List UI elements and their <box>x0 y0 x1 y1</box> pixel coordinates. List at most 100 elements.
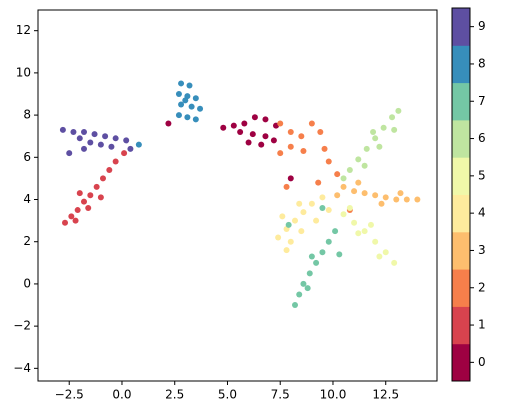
y-tick-label: 4 <box>23 192 31 206</box>
point <box>291 302 298 309</box>
point <box>315 179 322 186</box>
colorbar-swatch <box>452 157 470 195</box>
point <box>178 101 185 108</box>
point <box>361 190 368 197</box>
point <box>372 135 379 142</box>
point <box>370 128 377 135</box>
point <box>270 137 277 144</box>
x-tick-label: 0.0 <box>112 388 131 402</box>
point <box>112 135 119 142</box>
point <box>93 183 100 190</box>
point <box>287 175 294 182</box>
point <box>175 112 182 119</box>
colorbar-label: 8 <box>478 56 486 70</box>
colorbar-swatch <box>452 343 470 382</box>
point <box>313 259 320 266</box>
point <box>59 126 66 133</box>
point <box>308 120 315 127</box>
point <box>361 162 368 169</box>
x-tick-label: 2.5 <box>165 388 184 402</box>
point <box>287 143 294 150</box>
point <box>403 196 410 203</box>
point <box>262 116 269 123</box>
y-tick-label: 12 <box>16 23 31 37</box>
point <box>397 190 404 197</box>
point <box>317 128 324 135</box>
point <box>306 270 313 277</box>
point <box>186 82 193 89</box>
point <box>188 103 195 110</box>
point <box>340 175 347 182</box>
point <box>237 128 244 135</box>
colorbar-swatch <box>452 45 470 84</box>
point <box>135 141 142 148</box>
colorbar-label: 4 <box>478 206 486 220</box>
point <box>351 219 358 226</box>
point <box>382 194 389 201</box>
point <box>321 145 328 152</box>
point <box>123 137 130 144</box>
y-tick-label: −4 <box>13 361 31 375</box>
point <box>389 114 396 121</box>
x-tick-label: 12.5 <box>372 388 399 402</box>
point <box>80 145 87 152</box>
point <box>380 124 387 131</box>
point <box>262 133 269 140</box>
x-tick-label: −2.5 <box>55 388 84 402</box>
point <box>346 166 353 173</box>
colorbar-label: 2 <box>478 280 486 294</box>
point <box>300 209 307 216</box>
point <box>376 253 383 260</box>
point <box>395 107 402 114</box>
point <box>277 150 284 157</box>
x-tick-label: 5.0 <box>218 388 237 402</box>
point <box>121 150 128 157</box>
point <box>62 219 69 226</box>
point <box>97 194 104 201</box>
point <box>325 158 332 165</box>
point <box>355 179 362 186</box>
point <box>372 238 379 245</box>
point <box>279 213 286 220</box>
colorbar-swatch <box>452 82 470 121</box>
y-tick-label: −2 <box>13 319 31 333</box>
point <box>112 158 119 165</box>
y-tick-label: 0 <box>23 276 31 290</box>
point <box>277 120 284 127</box>
point <box>283 183 290 190</box>
point <box>241 120 248 127</box>
colorbar-swatch <box>452 231 470 270</box>
point <box>308 253 315 260</box>
point <box>275 234 282 241</box>
colorbar-label: 0 <box>478 355 486 369</box>
point <box>313 217 320 224</box>
point <box>85 204 92 211</box>
point <box>192 116 199 123</box>
point <box>355 156 362 163</box>
colorbar-swatch <box>452 119 470 158</box>
point <box>291 217 298 224</box>
point <box>230 122 237 129</box>
point <box>376 143 383 150</box>
point <box>319 249 326 256</box>
colorbar-swatch <box>452 194 470 233</box>
colorbar-frame <box>451 7 471 382</box>
colorbar-label: 7 <box>478 94 486 108</box>
point <box>80 128 87 135</box>
point <box>334 192 341 199</box>
plot-frame <box>37 9 438 382</box>
point <box>102 133 109 140</box>
point <box>220 124 227 131</box>
point <box>298 133 305 140</box>
colorbar-label: 1 <box>478 318 486 332</box>
point <box>175 90 182 97</box>
point <box>332 228 339 235</box>
point <box>346 204 353 211</box>
colorbar-label: 5 <box>478 168 486 182</box>
point <box>372 192 379 199</box>
point <box>367 221 374 228</box>
point <box>258 141 265 148</box>
point <box>382 249 389 256</box>
point <box>361 228 368 235</box>
